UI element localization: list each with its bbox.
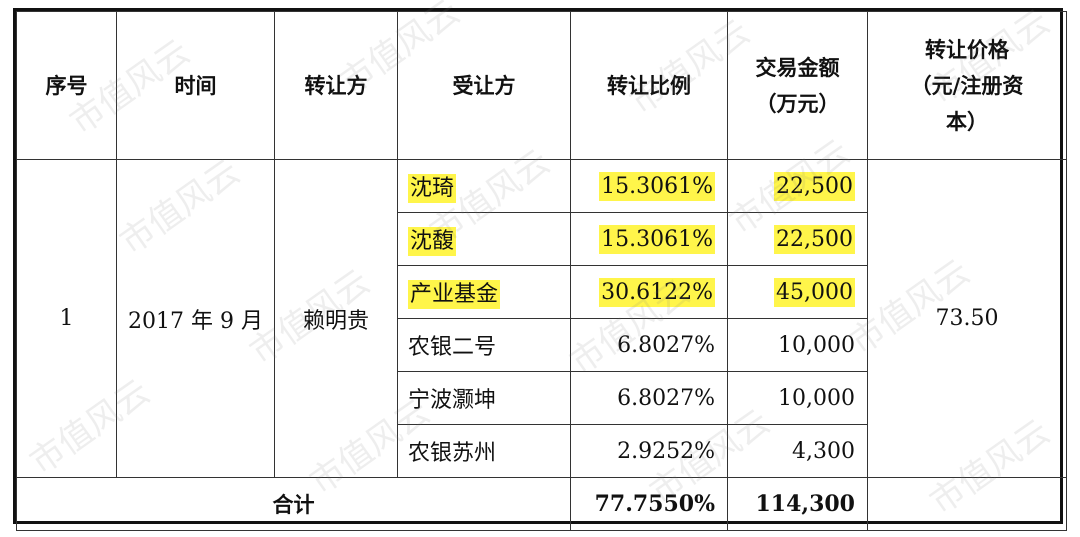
cell-price: 73.50 — [867, 159, 1067, 478]
ratio-text: 15.3061% — [599, 171, 715, 201]
ratio-text: 30.6122% — [599, 277, 715, 307]
table-row: 1 2017 年 9 月 赖明贵 沈琦 15.3061% 22,500 73.5… — [16, 159, 1067, 478]
cell-transferee: 农银苏州 — [397, 424, 571, 478]
amount-text: 22,500 — [774, 224, 855, 254]
cell-ratio: 6.8027% — [570, 318, 728, 372]
header-transferee: 受让方 — [397, 11, 571, 160]
table-row: 宁波灏坤 6.8027% 10,000 — [17, 371, 1067, 425]
header-amount: 交易金额 （万元） — [727, 11, 868, 160]
header-price-line3: 本） — [946, 109, 988, 134]
cell-transferee: 产业基金 — [397, 265, 571, 319]
total-price-empty — [867, 477, 1067, 531]
amount-text: 22,500 — [774, 171, 855, 201]
cell-seq: 1 — [16, 159, 117, 478]
transferee-text: 沈馥 — [408, 227, 457, 256]
cell-amount: 45,000 — [727, 265, 868, 319]
cell-ratio: 15.3061% — [570, 159, 728, 213]
header-ratio: 转让比例 — [570, 11, 728, 160]
table-row: 农银苏州 2.9252% 4,300 — [17, 424, 1067, 478]
header-transferor: 转让方 — [274, 11, 398, 160]
cell-amount: 22,500 — [727, 159, 868, 213]
equity-transfer-table-frame: 序号 时间 转让方 受让方 转让比例 交易金额 （万元） 转让价格 （元/注册资… — [13, 8, 1067, 531]
cell-amount: 10,000 — [727, 371, 868, 425]
total-amount: 114,300 — [727, 477, 868, 531]
equity-transfer-table: 序号 时间 转让方 受让方 转让比例 交易金额 （万元） 转让价格 （元/注册资… — [16, 11, 1067, 531]
amount-text: 45,000 — [774, 277, 855, 307]
transferee-text: 沈琦 — [408, 174, 457, 203]
header-price-line1: 转让价格 — [925, 37, 1009, 62]
cell-ratio: 30.6122% — [570, 265, 728, 319]
total-ratio: 77.7550% — [570, 477, 728, 531]
cell-ratio: 6.8027% — [570, 371, 728, 425]
header-amount-line1: 交易金额 — [755, 55, 840, 80]
cell-amount: 10,000 — [727, 318, 868, 372]
table-row: 产业基金 30.6122% 45,000 — [17, 265, 1067, 319]
header-time: 时间 — [116, 11, 275, 160]
cell-transferee: 宁波灏坤 — [397, 371, 571, 425]
cell-ratio: 2.9252% — [570, 424, 728, 478]
header-price: 转让价格 （元/注册资 本） — [867, 11, 1067, 160]
transferee-text: 产业基金 — [408, 280, 501, 309]
cell-time: 2017 年 9 月 — [116, 159, 275, 478]
cell-transferee: 沈琦 — [397, 159, 571, 213]
cell-ratio: 15.3061% — [570, 212, 728, 266]
cell-transferee: 农银二号 — [397, 318, 571, 372]
cell-transferee: 沈馥 — [397, 212, 571, 266]
total-row: 合计 77.7550% 114,300 — [16, 477, 1067, 531]
cell-amount: 22,500 — [727, 212, 868, 266]
cell-amount: 4,300 — [727, 424, 868, 478]
header-seq: 序号 — [16, 11, 117, 160]
cell-transferor: 赖明贵 — [274, 159, 398, 478]
header-amount-line2: （万元） — [755, 91, 840, 116]
header-price-line2: （元/注册资 — [910, 73, 1024, 98]
total-label: 合计 — [16, 477, 571, 531]
ratio-text: 15.3061% — [599, 224, 715, 254]
header-row: 序号 时间 转让方 受让方 转让比例 交易金额 （万元） 转让价格 （元/注册资… — [16, 11, 1067, 160]
